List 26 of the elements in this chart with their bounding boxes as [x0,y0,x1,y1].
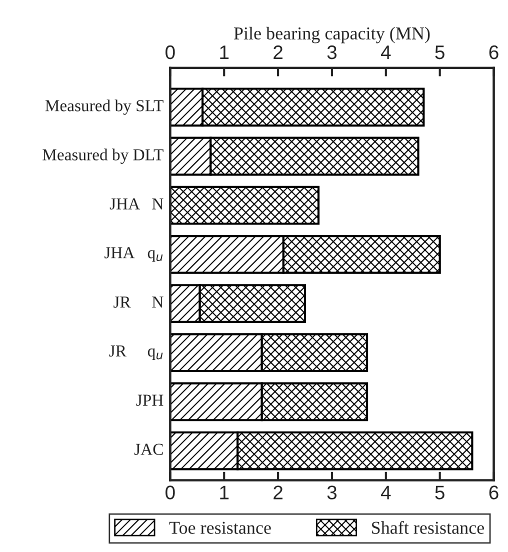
y-tick-label: JR q$_{u}$ [109,346,163,360]
x2-tick-label: 2 [274,45,282,59]
y-tick-label: JAC [134,444,163,455]
x-tick-label: 1 [220,486,229,500]
x-tick-label: 3 [327,486,337,500]
x2-tick-label: 1 [220,46,229,59]
bar [170,186,320,225]
y-tick-label: Measured by SLT [45,100,164,115]
y-tick-label: Measured by DLT [42,148,164,164]
legend-label: Shaft resistance [372,521,484,534]
x2-tick-label: 0 [166,45,175,60]
y-tick-label: JHA q$_{u}$ [104,247,163,262]
x-tick-label: 6 [489,486,498,500]
x2-tick-label: 3 [327,45,337,60]
y-tick-label: JPH [136,394,164,406]
x-tick-label: 0 [166,486,175,500]
y-tick-label: JR N [114,296,164,308]
x2-axis-title: Pile bearing capacity (MN) [234,26,430,44]
x-tick-label: 2 [274,486,282,500]
x2-tick-label: 6 [489,45,498,60]
y-tick-label: JHA N [110,198,164,210]
x2-tick-label: 5 [435,46,444,60]
x-tick-label: 4 [380,486,391,500]
x-tick-label: 5 [435,486,444,500]
legend-label: Toe resistance [169,522,271,534]
x2-tick-label: 4 [380,46,391,59]
